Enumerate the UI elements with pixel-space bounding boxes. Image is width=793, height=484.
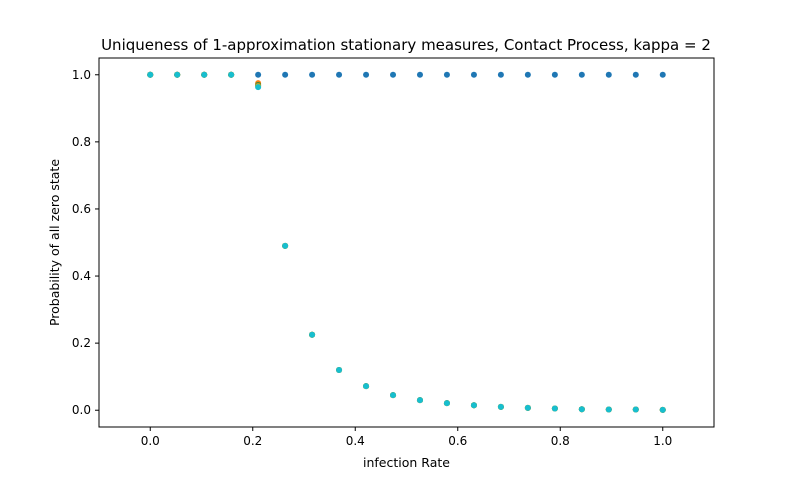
data-point xyxy=(201,71,208,78)
data-point xyxy=(255,71,262,78)
x-tick-label: 0.2 xyxy=(243,434,262,448)
data-point xyxy=(443,400,450,407)
y-tick-label: 0.4 xyxy=(72,269,91,283)
data-point xyxy=(363,383,370,390)
data-point xyxy=(390,392,397,399)
y-tick-label: 0.6 xyxy=(72,202,91,216)
data-point xyxy=(309,331,316,338)
y-tick-label: 0.2 xyxy=(72,336,91,350)
x-tick-label: 0.6 xyxy=(448,434,467,448)
axes: 0.0 0.2 0.4 0.6 0.8 1.0 0.0 0.2 0.4 0.6 0.8 1.0 xyxy=(72,68,672,448)
data-point xyxy=(659,71,666,78)
data-point xyxy=(524,71,531,78)
data-point xyxy=(524,404,531,411)
data-point xyxy=(282,71,289,78)
data-point xyxy=(147,71,154,78)
data-point xyxy=(551,405,558,412)
x-axis-label: infection Rate xyxy=(363,455,450,470)
data-point xyxy=(443,71,450,78)
data-point xyxy=(336,366,343,373)
data-point xyxy=(309,71,316,78)
data-point xyxy=(336,71,343,78)
plot-frame xyxy=(98,57,715,428)
y-tick-label: 1.0 xyxy=(72,68,91,82)
data-point xyxy=(416,71,423,78)
data-point xyxy=(363,71,370,78)
x-tick-label: 1.0 xyxy=(653,434,672,448)
data-point xyxy=(659,406,666,413)
data-point xyxy=(174,71,181,78)
data-points xyxy=(147,71,666,413)
data-point xyxy=(255,84,262,91)
data-point xyxy=(470,402,477,409)
data-point xyxy=(578,71,585,78)
data-point xyxy=(228,71,235,78)
data-point xyxy=(551,71,558,78)
series-5-points xyxy=(147,71,666,413)
x-tick-label: 0.0 xyxy=(141,434,160,448)
data-point xyxy=(632,406,639,413)
data-point xyxy=(497,71,504,78)
y-tick-label: 0.8 xyxy=(72,135,91,149)
data-point xyxy=(497,403,504,410)
y-tick-label: 0.0 xyxy=(72,403,91,417)
x-tick-label: 0.4 xyxy=(346,434,365,448)
data-point xyxy=(605,71,612,78)
data-point xyxy=(390,71,397,78)
data-point xyxy=(282,242,289,249)
data-point xyxy=(578,406,585,413)
x-tick-label: 0.8 xyxy=(551,434,570,448)
data-point xyxy=(632,71,639,78)
y-axis-label: Probability of all zero state xyxy=(47,159,62,326)
data-point xyxy=(416,397,423,404)
chart-title: Uniqueness of 1-approximation stationary… xyxy=(101,36,711,54)
data-point xyxy=(605,406,612,413)
data-point xyxy=(470,71,477,78)
